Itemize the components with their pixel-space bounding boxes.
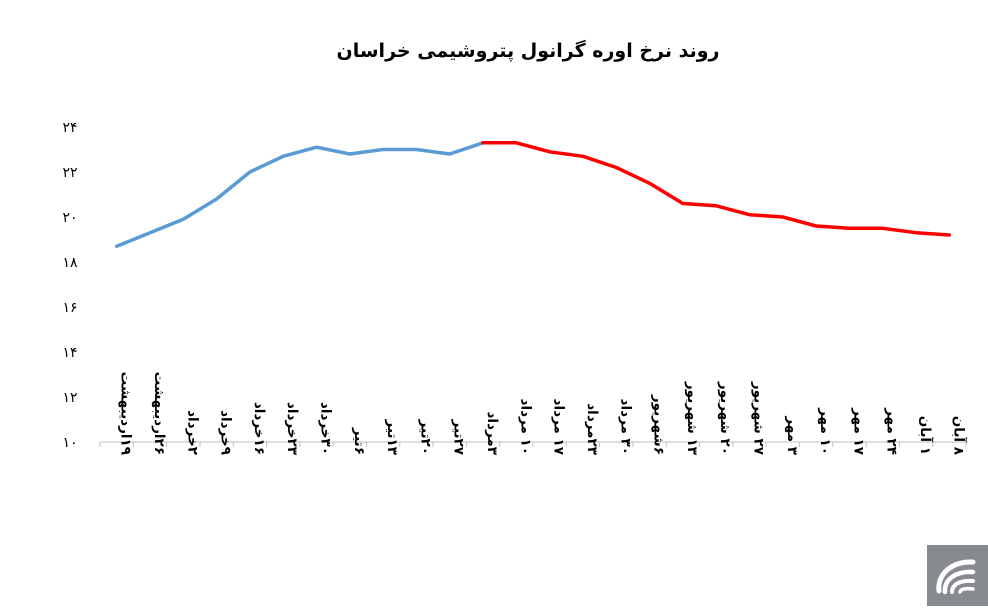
- logo: [927, 545, 988, 606]
- x-tick-label: ۱۰ مرداد: [517, 399, 533, 455]
- chart-title: روند نرخ اوره گرانول پتروشیمی خراسان: [336, 40, 720, 62]
- x-tick-label: ۲۰تیر: [417, 419, 433, 455]
- x-tick-label: ۳۰ مرداد: [617, 399, 633, 455]
- y-tick-label: ۱۰: [62, 435, 77, 451]
- y-tick-label: ۲۴: [62, 120, 77, 136]
- x-tick-label: ۲۳مرداد: [584, 403, 600, 455]
- x-tick-label: ۲۰ شهریور: [717, 381, 733, 455]
- y-tick-label: ۲۰: [62, 210, 77, 226]
- x-tick-label: ۳ مهر: [784, 415, 800, 455]
- x-axis-ticks: ۱۹اردیبهشت ۲۶اردیبهشت ۲خرداد ۹خرداد ۱۶خرداد ۲…: [99, 372, 967, 456]
- x-tick-label: ۳مرداد: [484, 412, 500, 456]
- x-tick-label: ۱۷ مهر: [850, 407, 866, 456]
- x-tick-label: ۱۰ مهر: [817, 407, 833, 455]
- series: [114, 141, 952, 249]
- x-tick-label: ۲۷تیر: [451, 419, 467, 456]
- x-tick-label: ۲۶اردیبهشت: [151, 372, 167, 455]
- x-tick-label: ۱۶خرداد: [251, 402, 267, 455]
- x-tick-label: ۲خرداد: [184, 410, 200, 456]
- x-tick-label: ۱۳ شهریور: [684, 381, 700, 456]
- x-tick-label: ۶تیر: [351, 427, 367, 455]
- x-tick-label: ۱ آبان: [917, 416, 934, 455]
- x-tick-label: ۹خرداد: [218, 410, 234, 455]
- y-tick-label: ۲۲: [62, 165, 77, 181]
- x-tick-label: ۳۰خرداد: [318, 402, 334, 455]
- x-tick-label: ۶شهریور: [651, 394, 667, 455]
- x-tick-label: ۸ آبان: [950, 416, 967, 456]
- swirl-logo-icon: [936, 559, 976, 595]
- x-tick-label: ۱۳تیر: [384, 419, 400, 456]
- y-axis-ticks: ۱۰ ۱۲ ۱۴ ۱۶ ۱۸ ۲۰ ۲۲ ۲۴: [62, 120, 78, 451]
- x-tick-label: ۲۷ شهریور: [751, 381, 767, 456]
- x-tick-label: ۲۴ مهر: [884, 407, 900, 455]
- series-line-1: [114, 141, 485, 249]
- y-tick-label: ۱۶: [62, 300, 77, 316]
- x-tick-label: ۲۳خرداد: [284, 402, 300, 456]
- y-tick-label: ۱۸: [62, 255, 78, 271]
- y-tick-label: ۱۲: [62, 390, 77, 406]
- series-line-2: [481, 141, 952, 237]
- y-tick-label: ۱۴: [62, 345, 77, 361]
- x-tick-label: ۱۹اردیبهشت: [118, 372, 134, 455]
- x-tick-label: ۱۷ مرداد: [551, 399, 567, 456]
